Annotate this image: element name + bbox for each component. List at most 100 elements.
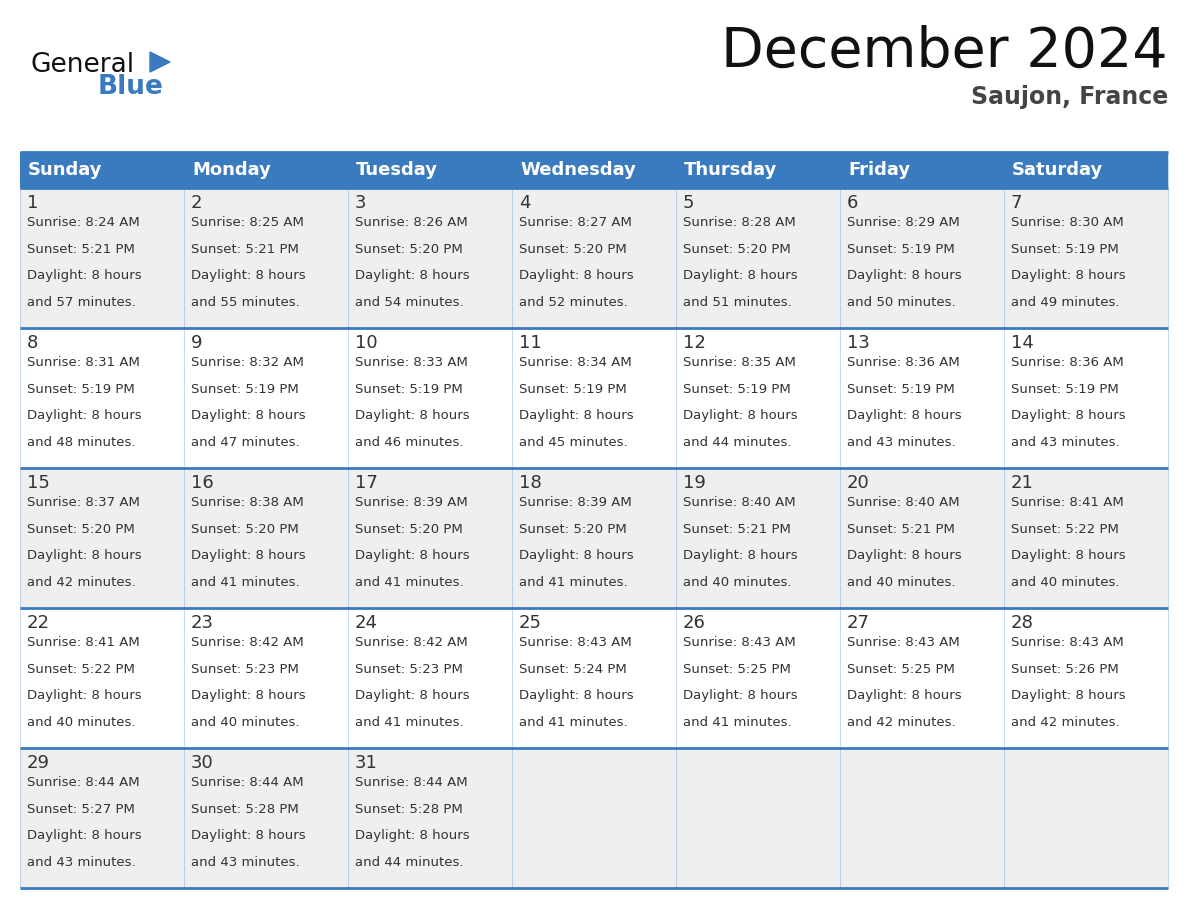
Text: and 40 minutes.: and 40 minutes. <box>27 716 135 729</box>
Text: Sunset: 5:28 PM: Sunset: 5:28 PM <box>355 802 463 816</box>
Text: Sunset: 5:21 PM: Sunset: 5:21 PM <box>191 242 299 256</box>
Text: and 49 minutes.: and 49 minutes. <box>1011 296 1119 309</box>
Text: Sunrise: 8:36 AM: Sunrise: 8:36 AM <box>847 356 960 369</box>
Bar <box>20 152 1168 188</box>
Text: Sunset: 5:19 PM: Sunset: 5:19 PM <box>847 383 955 396</box>
Text: Sunset: 5:19 PM: Sunset: 5:19 PM <box>27 383 134 396</box>
Text: Daylight: 8 hours: Daylight: 8 hours <box>519 409 633 422</box>
Text: and 41 minutes.: and 41 minutes. <box>519 576 627 589</box>
Text: Daylight: 8 hours: Daylight: 8 hours <box>355 269 469 283</box>
Text: and 45 minutes.: and 45 minutes. <box>519 436 627 449</box>
Text: Sunset: 5:21 PM: Sunset: 5:21 PM <box>27 242 135 256</box>
Text: and 41 minutes.: and 41 minutes. <box>355 716 463 729</box>
Text: Daylight: 8 hours: Daylight: 8 hours <box>1011 409 1125 422</box>
Text: 8: 8 <box>27 334 38 352</box>
Text: Sunrise: 8:44 AM: Sunrise: 8:44 AM <box>191 776 304 789</box>
Text: 28: 28 <box>1011 614 1034 632</box>
Text: Wednesday: Wednesday <box>520 161 636 179</box>
Text: Sunset: 5:27 PM: Sunset: 5:27 PM <box>27 802 135 816</box>
Text: 26: 26 <box>683 614 706 632</box>
Text: Sunrise: 8:38 AM: Sunrise: 8:38 AM <box>191 496 304 509</box>
Text: Sunset: 5:23 PM: Sunset: 5:23 PM <box>355 663 463 676</box>
Text: and 54 minutes.: and 54 minutes. <box>355 296 463 309</box>
Text: 11: 11 <box>519 334 542 352</box>
Text: 10: 10 <box>355 334 378 352</box>
Text: Sunrise: 8:29 AM: Sunrise: 8:29 AM <box>847 216 960 229</box>
Text: Tuesday: Tuesday <box>356 161 438 179</box>
Text: and 42 minutes.: and 42 minutes. <box>847 716 955 729</box>
Text: Daylight: 8 hours: Daylight: 8 hours <box>355 689 469 702</box>
Text: 23: 23 <box>191 614 214 632</box>
Text: Sunset: 5:25 PM: Sunset: 5:25 PM <box>683 663 791 676</box>
Text: 30: 30 <box>191 754 214 772</box>
Text: Sunrise: 8:43 AM: Sunrise: 8:43 AM <box>847 636 960 649</box>
Text: Daylight: 8 hours: Daylight: 8 hours <box>1011 269 1125 283</box>
Text: Sunrise: 8:39 AM: Sunrise: 8:39 AM <box>519 496 632 509</box>
Text: Sunrise: 8:33 AM: Sunrise: 8:33 AM <box>355 356 468 369</box>
Text: Sunset: 5:19 PM: Sunset: 5:19 PM <box>1011 383 1119 396</box>
Text: Sunday: Sunday <box>29 161 102 179</box>
Text: Sunset: 5:26 PM: Sunset: 5:26 PM <box>1011 663 1119 676</box>
Text: Daylight: 8 hours: Daylight: 8 hours <box>519 549 633 563</box>
Text: and 41 minutes.: and 41 minutes. <box>519 716 627 729</box>
Text: 1: 1 <box>27 194 38 212</box>
Text: Daylight: 8 hours: Daylight: 8 hours <box>27 409 141 422</box>
Text: and 43 minutes.: and 43 minutes. <box>847 436 955 449</box>
Text: 13: 13 <box>847 334 870 352</box>
Text: Daylight: 8 hours: Daylight: 8 hours <box>27 689 141 702</box>
Text: 18: 18 <box>519 474 542 492</box>
Text: Daylight: 8 hours: Daylight: 8 hours <box>683 269 797 283</box>
Text: Sunrise: 8:44 AM: Sunrise: 8:44 AM <box>355 776 468 789</box>
Text: and 41 minutes.: and 41 minutes. <box>355 576 463 589</box>
Text: and 41 minutes.: and 41 minutes. <box>191 576 299 589</box>
Text: General: General <box>30 52 134 78</box>
Text: Sunrise: 8:42 AM: Sunrise: 8:42 AM <box>355 636 468 649</box>
Text: Daylight: 8 hours: Daylight: 8 hours <box>191 409 305 422</box>
Text: Sunset: 5:22 PM: Sunset: 5:22 PM <box>27 663 135 676</box>
Text: Daylight: 8 hours: Daylight: 8 hours <box>191 549 305 563</box>
Bar <box>20 748 1168 888</box>
Text: Daylight: 8 hours: Daylight: 8 hours <box>847 409 961 422</box>
Text: Sunrise: 8:28 AM: Sunrise: 8:28 AM <box>683 216 796 229</box>
Text: Daylight: 8 hours: Daylight: 8 hours <box>355 409 469 422</box>
Text: and 42 minutes.: and 42 minutes. <box>27 576 135 589</box>
Text: Sunrise: 8:31 AM: Sunrise: 8:31 AM <box>27 356 140 369</box>
Text: Sunrise: 8:30 AM: Sunrise: 8:30 AM <box>1011 216 1124 229</box>
Text: 22: 22 <box>27 614 50 632</box>
Text: and 41 minutes.: and 41 minutes. <box>683 716 791 729</box>
Text: Sunrise: 8:40 AM: Sunrise: 8:40 AM <box>683 496 796 509</box>
Text: and 43 minutes.: and 43 minutes. <box>27 856 135 869</box>
Text: Daylight: 8 hours: Daylight: 8 hours <box>847 689 961 702</box>
Text: Thursday: Thursday <box>684 161 777 179</box>
Text: Sunrise: 8:35 AM: Sunrise: 8:35 AM <box>683 356 796 369</box>
Bar <box>20 468 1168 608</box>
Text: Sunrise: 8:43 AM: Sunrise: 8:43 AM <box>1011 636 1124 649</box>
Text: Sunset: 5:28 PM: Sunset: 5:28 PM <box>191 802 298 816</box>
Text: Sunset: 5:20 PM: Sunset: 5:20 PM <box>27 522 134 536</box>
Text: Sunrise: 8:43 AM: Sunrise: 8:43 AM <box>519 636 632 649</box>
Text: and 40 minutes.: and 40 minutes. <box>191 716 299 729</box>
Text: 29: 29 <box>27 754 50 772</box>
Text: Sunset: 5:19 PM: Sunset: 5:19 PM <box>191 383 298 396</box>
Text: Sunset: 5:19 PM: Sunset: 5:19 PM <box>519 383 627 396</box>
Text: Sunset: 5:20 PM: Sunset: 5:20 PM <box>355 242 463 256</box>
Text: 15: 15 <box>27 474 50 492</box>
Text: Sunrise: 8:41 AM: Sunrise: 8:41 AM <box>1011 496 1124 509</box>
Text: Blue: Blue <box>97 74 164 100</box>
Text: Sunrise: 8:40 AM: Sunrise: 8:40 AM <box>847 496 960 509</box>
Text: 12: 12 <box>683 334 706 352</box>
Text: Sunset: 5:20 PM: Sunset: 5:20 PM <box>355 522 463 536</box>
Text: Sunset: 5:23 PM: Sunset: 5:23 PM <box>191 663 299 676</box>
Bar <box>20 608 1168 748</box>
Text: and 50 minutes.: and 50 minutes. <box>847 296 955 309</box>
Text: and 40 minutes.: and 40 minutes. <box>683 576 791 589</box>
Text: Monday: Monday <box>192 161 271 179</box>
Text: Sunrise: 8:27 AM: Sunrise: 8:27 AM <box>519 216 632 229</box>
Text: Daylight: 8 hours: Daylight: 8 hours <box>519 269 633 283</box>
Text: December 2024: December 2024 <box>721 25 1168 79</box>
Text: Sunset: 5:19 PM: Sunset: 5:19 PM <box>683 383 791 396</box>
Text: Sunrise: 8:26 AM: Sunrise: 8:26 AM <box>355 216 468 229</box>
Text: Daylight: 8 hours: Daylight: 8 hours <box>191 689 305 702</box>
Text: 21: 21 <box>1011 474 1034 492</box>
Text: 4: 4 <box>519 194 531 212</box>
